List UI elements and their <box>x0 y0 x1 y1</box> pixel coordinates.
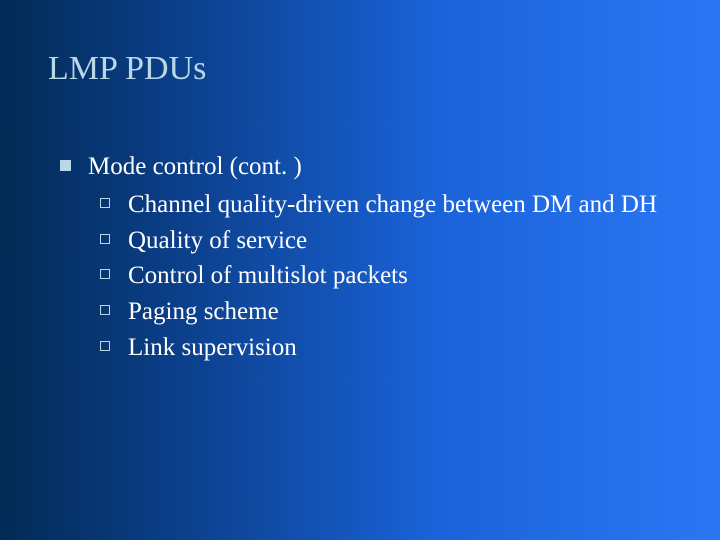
bullet-lvl2: Quality of service <box>100 224 660 258</box>
bullet-lvl2: Paging scheme <box>100 295 660 329</box>
bullet-lvl2-text: Channel quality-driven change between DM… <box>128 191 657 218</box>
bullet-lvl2-text: Control of multislot packets <box>128 262 408 289</box>
bullet-lvl2: Control of multislot packets <box>100 259 660 293</box>
slide-body: Mode control (cont. ) Channel quality-dr… <box>60 150 660 367</box>
bullet-lvl2-text: Quality of service <box>128 227 307 254</box>
bullet-lvl1-text: Mode control (cont. ) <box>88 153 302 180</box>
slide-title: LMP PDUs <box>48 50 206 88</box>
slide: LMP PDUs Mode control (cont. ) Channel q… <box>0 0 720 540</box>
bullet-lvl2: Link supervision <box>100 331 660 365</box>
sub-bullet-group: Channel quality-driven change between DM… <box>100 188 660 365</box>
bullet-lvl2: Channel quality-driven change between DM… <box>100 188 660 222</box>
bullet-lvl2-text: Paging scheme <box>128 298 279 325</box>
bullet-lvl2-text: Link supervision <box>128 334 297 361</box>
bullet-lvl1: Mode control (cont. ) <box>60 150 660 184</box>
